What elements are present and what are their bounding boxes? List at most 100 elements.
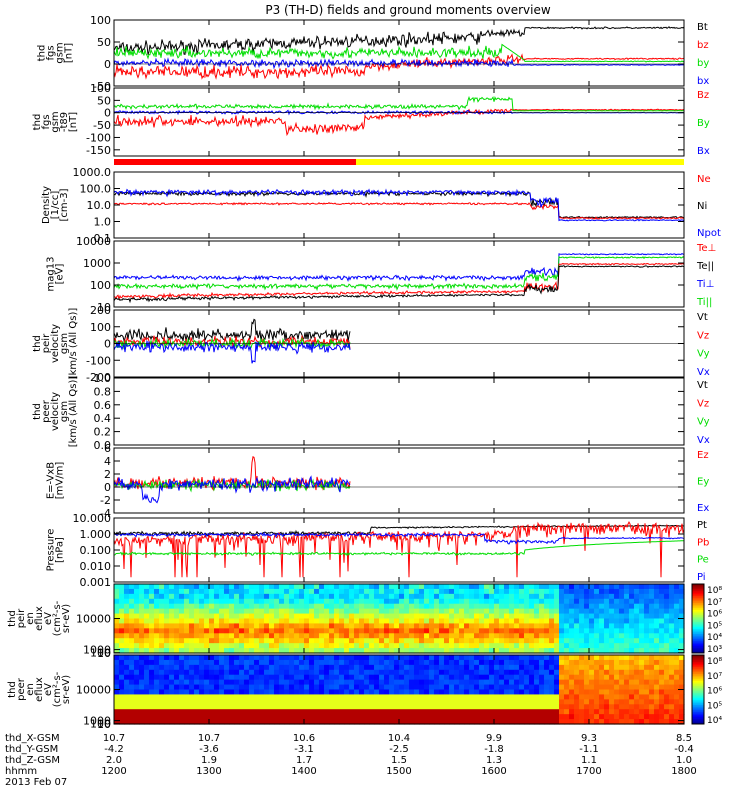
spec-cell bbox=[129, 633, 135, 639]
spec-cell bbox=[169, 714, 175, 720]
spec-cell bbox=[319, 638, 325, 644]
spec-cell bbox=[574, 689, 580, 696]
spec-cell bbox=[309, 648, 315, 654]
spec-cell bbox=[624, 655, 630, 661]
spec-cell bbox=[204, 669, 210, 676]
spec-cell bbox=[569, 714, 575, 720]
spec-cell bbox=[644, 643, 650, 649]
spec-cell bbox=[629, 593, 635, 600]
spec-cell bbox=[499, 638, 505, 644]
spec-cell bbox=[389, 643, 395, 649]
spec-cell bbox=[354, 593, 360, 600]
spec-cell bbox=[514, 598, 520, 605]
spec-cell bbox=[519, 699, 525, 705]
colorbar-tick-label: 10⁴ bbox=[707, 716, 722, 726]
spec-cell bbox=[254, 714, 260, 720]
spec-cell bbox=[264, 689, 270, 696]
spec-cell bbox=[284, 719, 290, 725]
spec-cell bbox=[594, 669, 600, 676]
spec-cell bbox=[534, 588, 540, 595]
colorbar-tick-label: 10⁷ bbox=[707, 598, 722, 608]
spec-cell bbox=[304, 709, 310, 715]
spec-cell bbox=[134, 714, 140, 720]
spec-cell bbox=[559, 588, 565, 595]
spec-cell bbox=[519, 674, 525, 681]
spec-cell bbox=[539, 584, 545, 590]
spec-cell bbox=[414, 618, 420, 625]
spec-cell bbox=[424, 603, 430, 610]
spec-cell bbox=[249, 664, 255, 671]
spec-cell bbox=[214, 633, 220, 639]
spec-cell bbox=[514, 613, 520, 620]
spec-cell bbox=[569, 628, 575, 634]
spec-cell bbox=[299, 633, 305, 639]
spec-cell bbox=[599, 704, 605, 710]
colorbar-cell bbox=[692, 703, 704, 706]
spec-cell bbox=[639, 679, 645, 686]
spec-cell bbox=[259, 679, 265, 686]
y-tick-label: 1.000 bbox=[80, 528, 112, 541]
spec-cell bbox=[194, 689, 200, 696]
spec-cell bbox=[219, 704, 225, 710]
spec-cell bbox=[374, 689, 380, 696]
spec-cell bbox=[449, 674, 455, 681]
spec-cell bbox=[174, 674, 180, 681]
spec-cell bbox=[634, 655, 640, 661]
spec-cell bbox=[149, 709, 155, 715]
spec-cell bbox=[569, 699, 575, 705]
spec-cell bbox=[124, 684, 130, 691]
spec-cell bbox=[599, 598, 605, 605]
spec-cell bbox=[164, 655, 170, 661]
spec-cell bbox=[179, 628, 185, 634]
spec-cell bbox=[504, 679, 510, 686]
spec-cell bbox=[504, 598, 510, 605]
spec-cell bbox=[659, 689, 665, 696]
spec-cell bbox=[669, 628, 675, 634]
spec-cell bbox=[119, 588, 125, 595]
spec-cell bbox=[424, 633, 430, 639]
spec-cell bbox=[624, 648, 630, 654]
spec-cell bbox=[239, 694, 245, 700]
spec-cell bbox=[454, 643, 460, 649]
spec-cell bbox=[354, 584, 360, 590]
spec-cell bbox=[119, 664, 125, 671]
spec-cell bbox=[284, 659, 290, 666]
colorbar-cell bbox=[692, 670, 704, 673]
spec-cell bbox=[659, 618, 665, 625]
spec-cell bbox=[509, 655, 515, 661]
y-axis-label: (cm²-s- bbox=[52, 671, 63, 707]
spec-cell bbox=[399, 689, 405, 696]
y-tick-label: 1000 bbox=[83, 715, 111, 728]
spec-cell bbox=[149, 684, 155, 691]
spec-cell bbox=[679, 643, 685, 649]
y-axis-label: Density bbox=[41, 186, 52, 224]
spec-cell bbox=[449, 618, 455, 625]
spec-cell bbox=[544, 633, 550, 639]
spec-cell bbox=[139, 694, 145, 700]
spec-cell bbox=[549, 608, 555, 615]
spec-cell bbox=[324, 684, 330, 691]
colorbar-cell bbox=[692, 710, 704, 713]
y-tick-label: 100 bbox=[90, 82, 111, 95]
spec-cell bbox=[229, 584, 235, 590]
spec-cell bbox=[164, 638, 170, 644]
spec-cell bbox=[199, 603, 205, 610]
spec-cell bbox=[349, 588, 355, 595]
spec-cell bbox=[269, 655, 275, 661]
colorbar-cell bbox=[692, 635, 704, 638]
spec-cell bbox=[264, 709, 270, 715]
spec-cell bbox=[379, 588, 385, 595]
spec-cell bbox=[114, 623, 120, 629]
spec-cell bbox=[209, 598, 215, 605]
spec-cell bbox=[154, 648, 160, 654]
spec-cell bbox=[534, 643, 540, 649]
spec-cell bbox=[169, 603, 175, 610]
spec-cell bbox=[304, 628, 310, 634]
spec-cell bbox=[554, 669, 560, 676]
spec-cell bbox=[559, 719, 565, 725]
spec-cell bbox=[654, 628, 660, 634]
spec-cell bbox=[159, 593, 165, 600]
spec-cell bbox=[554, 588, 560, 595]
spec-cell bbox=[579, 588, 585, 595]
spec-cell bbox=[649, 584, 655, 590]
